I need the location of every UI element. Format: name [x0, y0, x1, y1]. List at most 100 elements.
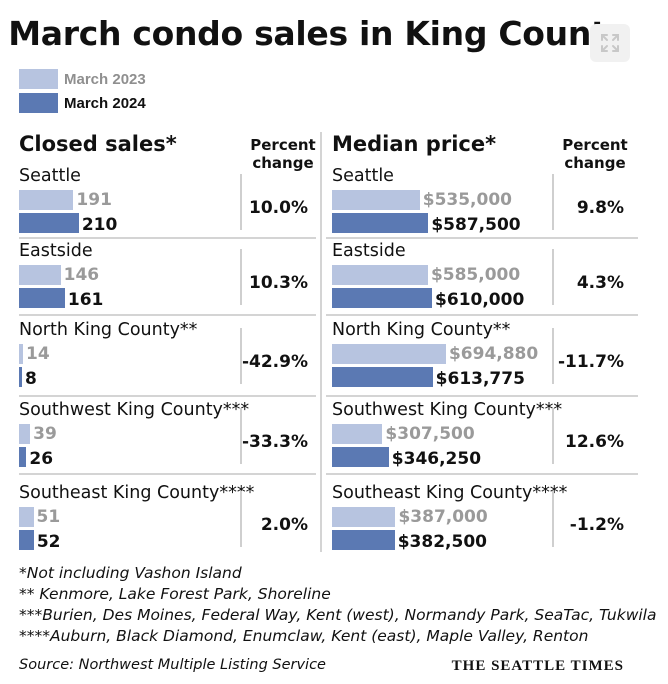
sales-value-2023-southeast-king-county: 51: [36, 507, 61, 527]
price-percent-change-southwest-king-county: 12.6%: [565, 432, 624, 452]
sales-bar-2024-north-king-county: [19, 367, 22, 387]
price-bar-2024-eastside: [332, 288, 433, 308]
sales-row-separator: [19, 237, 316, 239]
footnote-4: ****Auburn, Black Diamond, Enumclaw, Ken…: [19, 627, 589, 645]
price-row-separator: [326, 314, 638, 316]
price-percent-change-seattle: 9.8%: [576, 198, 624, 218]
legend-swatch-2024: [19, 93, 58, 113]
sales-value-2024-eastside: 161: [67, 290, 104, 310]
price-bar-2023-seattle: [332, 190, 420, 210]
sales-row-divider-north-king-county: [240, 328, 242, 384]
percent-header-line2: change: [252, 154, 314, 172]
sales-percent-change-eastside: 10.3%: [249, 273, 308, 293]
median-price-percent-header: Percent change: [550, 136, 640, 172]
sales-bar-2023-seattle: [19, 190, 74, 210]
legend-swatch-2023: [19, 69, 58, 89]
price-value-2024-seattle: $587,500: [431, 215, 521, 235]
price-row-divider-southeast-king-county: [552, 491, 554, 547]
sales-row-divider-eastside: [240, 249, 242, 305]
price-bar-2023-southwest-king-county: [332, 424, 383, 444]
price-percent-change-southeast-king-county: -1.2%: [569, 515, 624, 535]
price-bar-2023-southeast-king-county: [332, 507, 396, 527]
legend-item-2024: March 2024: [19, 93, 146, 113]
sales-value-2024-southeast-king-county: 52: [36, 532, 61, 552]
price-bar-2024-southeast-king-county: [332, 530, 395, 550]
price-percent-change-north-king-county: -11.7%: [557, 352, 624, 372]
price-row-separator: [326, 237, 638, 239]
sales-percent-change-seattle: 10.0%: [249, 198, 308, 218]
price-row-divider-southwest-king-county: [552, 408, 554, 464]
sales-region-label-north-king-county: North King County**: [19, 320, 198, 340]
sales-bar-2023-southwest-king-county: [19, 424, 31, 444]
price-bar-2024-southwest-king-county: [332, 447, 389, 467]
price-bar-2024-north-king-county: [332, 367, 433, 387]
brand-logo: THE SEATTLE TIMES: [451, 658, 624, 674]
footnote-2: ** Kenmore, Lake Forest Park, Shoreline: [19, 585, 331, 603]
legend-label-2024: March 2024: [64, 94, 146, 112]
sales-percent-change-north-king-county: -42.9%: [241, 352, 308, 372]
sales-value-2023-eastside: 146: [63, 265, 100, 285]
price-percent-change-eastside: 4.3%: [576, 273, 624, 293]
expand-button[interactable]: [590, 24, 630, 62]
price-value-2024-southeast-king-county: $382,500: [397, 532, 487, 552]
source-note: Source: Northwest Multiple Listing Servi…: [19, 657, 326, 673]
price-row-separator: [326, 473, 638, 475]
percent-header-line2: change: [564, 154, 626, 172]
sales-row-divider-southeast-king-county: [240, 491, 242, 547]
price-value-2024-north-king-county: $613,775: [435, 369, 525, 389]
price-value-2023-southeast-king-county: $387,000: [398, 507, 488, 527]
sales-region-label-southeast-king-county: Southeast King County****: [19, 483, 255, 503]
price-value-2023-southwest-king-county: $307,500: [385, 424, 475, 444]
price-row-divider-seattle: [552, 174, 554, 230]
sales-percent-change-southwest-king-county: -33.3%: [241, 432, 308, 452]
price-region-label-north-king-county: North King County**: [332, 320, 511, 340]
price-value-2024-southwest-king-county: $346,250: [391, 449, 482, 469]
sales-value-2023-southwest-king-county: 39: [33, 424, 57, 444]
percent-header-line1: Percent: [562, 136, 628, 154]
sales-value-2024-seattle: 210: [81, 215, 118, 235]
price-row-divider-eastside: [552, 249, 554, 305]
sales-bar-2023-southeast-king-county: [19, 507, 34, 527]
median-price-header: Median price*: [332, 132, 497, 156]
price-row-divider-north-king-county: [552, 328, 554, 384]
sales-row-separator: [19, 395, 316, 397]
sales-percent-change-southeast-king-county: 2.0%: [260, 515, 308, 535]
footnote-1: *Not including Vashon Island: [19, 564, 242, 582]
expand-icon: [601, 34, 619, 52]
price-bar-2023-north-king-county: [332, 344, 446, 364]
price-region-label-eastside: Eastside: [332, 241, 406, 261]
sales-value-2023-north-king-county: 14: [25, 344, 50, 364]
price-region-label-seattle: Seattle: [332, 166, 394, 186]
percent-header-line1: Percent: [250, 136, 316, 154]
sales-bar-2023-eastside: [19, 265, 61, 285]
sales-bar-2024-southeast-king-county: [19, 530, 34, 550]
footnote-3: ***Burien, Des Moines, Federal Way, Kent…: [19, 606, 657, 624]
price-bar-2023-eastside: [332, 265, 428, 285]
sales-row-divider-seattle: [240, 174, 242, 230]
price-bar-2024-seattle: [332, 213, 429, 233]
closed-sales-header: Closed sales*: [19, 132, 177, 156]
sales-value-2023-seattle: 191: [76, 190, 112, 210]
sales-bar-2024-seattle: [19, 213, 79, 233]
column-divider: [320, 132, 322, 552]
sales-region-label-seattle: Seattle: [19, 166, 81, 186]
sales-bar-2024-eastside: [19, 288, 65, 308]
price-region-label-southwest-king-county: Southwest King County***: [332, 400, 563, 420]
sales-region-label-eastside: Eastside: [19, 241, 93, 261]
price-region-label-southeast-king-county: Southeast King County****: [332, 483, 568, 503]
sales-row-separator: [19, 473, 316, 475]
sales-region-label-southwest-king-county: Southwest King County***: [19, 400, 250, 420]
sales-row-divider-southwest-king-county: [240, 408, 242, 464]
sales-bar-2023-north-king-county: [19, 344, 23, 364]
closed-sales-percent-header: Percent change: [238, 136, 328, 172]
price-value-2023-seattle: $535,000: [422, 190, 512, 210]
price-row-separator: [326, 395, 638, 397]
sales-bar-2024-southwest-king-county: [19, 447, 27, 467]
price-value-2023-eastside: $585,000: [430, 265, 521, 285]
sales-value-2024-southwest-king-county: 26: [29, 449, 54, 469]
legend-item-2023: March 2023: [19, 69, 146, 89]
price-value-2024-eastside: $610,000: [435, 290, 525, 310]
sales-value-2024-north-king-county: 8: [25, 369, 37, 389]
sales-row-separator: [19, 314, 316, 316]
price-value-2023-north-king-county: $694,880: [448, 344, 539, 364]
